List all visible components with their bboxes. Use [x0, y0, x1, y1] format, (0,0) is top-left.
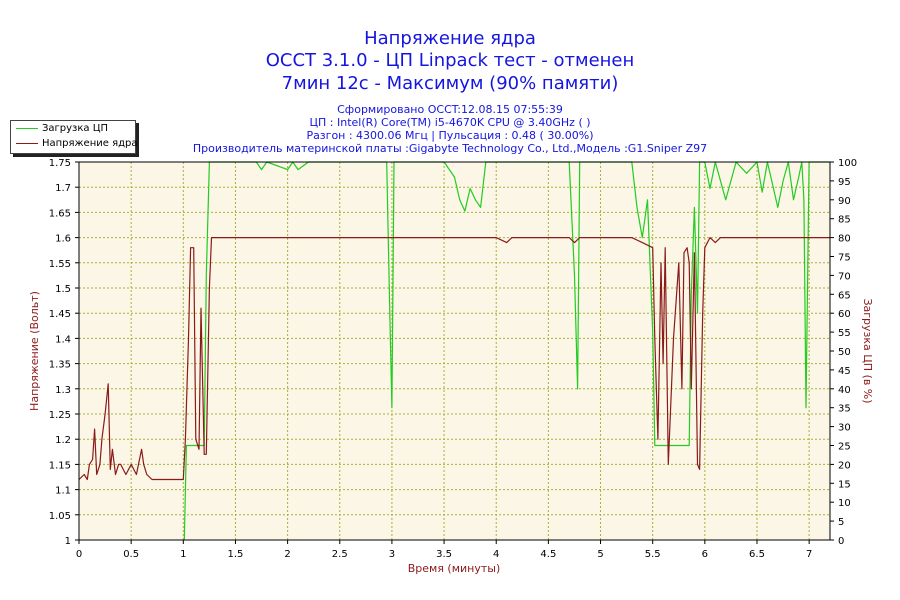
series-line-core-voltage: [78, 237, 830, 481]
y2-axis-label: Загрузка ЦП (в %): [861, 298, 874, 403]
y-tick-label: 1.25: [49, 410, 71, 421]
y-tick-label: 1.75: [49, 158, 71, 169]
y2-tick-label: 5: [838, 517, 844, 528]
y2-tick-label: 10: [838, 498, 851, 509]
y2-tick-label: 70: [838, 271, 851, 282]
info-cpu: ЦП : Intel(R) Core(TM) i5-4670K CPU @ 3.…: [309, 116, 591, 129]
y2-tick-label: 80: [838, 234, 851, 245]
x-tick-label: 5.5: [645, 549, 661, 560]
chart-title-line-3: 7мин 12с - Максимум (90% памяти): [281, 73, 619, 94]
info-generated: Сформировано OCCT:12.08.15 07:55:39: [337, 103, 563, 116]
y2-tick-label: 0: [838, 536, 844, 547]
y2-tick-label: 35: [838, 404, 851, 415]
x-tick-label: 6: [702, 549, 708, 560]
chart-title-line-1: Напряжение ядра: [364, 28, 536, 49]
y2-tick-label: 90: [838, 196, 851, 207]
y2-tick-label: 40: [838, 385, 851, 396]
x-tick-label: 4: [493, 549, 499, 560]
x-tick-label: 6.5: [749, 549, 765, 560]
x-tick-label: 0: [76, 549, 82, 560]
y2-tick-label: 45: [838, 366, 851, 377]
y-tick-label: 1.45: [49, 309, 71, 320]
y-tick-label: 1.2: [55, 435, 71, 446]
x-tick-label: 1.5: [228, 549, 244, 560]
y2-tick-label: 100: [838, 158, 857, 169]
y2-tick-label: 60: [838, 309, 851, 320]
chart-title-line-2: OCCT 3.1.0 - ЦП Linpack тест - отменен: [265, 50, 635, 71]
y2-tick-label: 85: [838, 215, 851, 226]
x-tick-label: 7: [806, 549, 812, 560]
y-tick-label: 1.7: [55, 183, 71, 194]
x-tick-label: 1: [180, 549, 186, 560]
y-axis-label: Напряжение (Вольт): [28, 291, 41, 411]
info-motherboard: Производитель материнской платы :Gigabyt…: [192, 142, 708, 155]
legend-label-cpu-load: Загрузка ЦП: [42, 123, 109, 134]
y2-tick-label: 65: [838, 290, 851, 301]
y2-tick-label: 25: [838, 442, 851, 453]
x-tick-label: 2: [284, 549, 290, 560]
legend-label-core-voltage: Напряжение ядра: [42, 138, 138, 149]
legend-item-core-voltage: Напряжение ядра: [11, 136, 138, 151]
y-tick-label: 1.3: [55, 385, 71, 396]
x-tick-label: 3.5: [436, 549, 452, 560]
y-tick-label: 1.65: [49, 208, 71, 219]
legend-swatch-core-voltage: [16, 143, 38, 144]
y2-tick-label: 30: [838, 423, 851, 434]
x-tick-label: 2.5: [332, 549, 348, 560]
y-tick-label: 1.55: [49, 259, 71, 270]
plot-frame: [78, 161, 831, 541]
x-tick-label: 5: [597, 549, 603, 560]
y2-tick-label: 15: [838, 479, 851, 490]
plot-area: [79, 162, 830, 540]
x-tick-label: 4.5: [540, 549, 556, 560]
y-tick-label: 1.4: [55, 334, 71, 345]
y-tick-label: 1.05: [49, 511, 71, 522]
y-tick-label: 1.1: [55, 486, 71, 497]
y2-tick-label: 75: [838, 253, 851, 264]
series-layer: [78, 161, 830, 541]
x-tick-label: 0.5: [123, 549, 139, 560]
y2-tick-label: 20: [838, 460, 851, 471]
y-tick-label: 1.5: [55, 284, 71, 295]
y2-tick-label: 55: [838, 328, 851, 339]
legend-swatch-cpu-load: [16, 128, 38, 129]
y-tick-label: 1: [65, 536, 71, 547]
legend: Загрузка ЦП Напряжение ядра: [10, 120, 138, 154]
y2-tick-label: 50: [838, 347, 851, 358]
axes: 0 0.5 1 1.5 2 2.5 3 3.5 4 4.5 5 5.5 6 6.5 7 1 1.05 1.1 1.1…: [49, 158, 857, 560]
y-tick-label: 1.15: [49, 460, 71, 471]
x-tick-label: 3: [389, 549, 395, 560]
y-tick-label: 1.6: [55, 234, 71, 245]
legend-item-cpu-load: Загрузка ЦП: [11, 121, 135, 136]
y2-tick-label: 95: [838, 177, 851, 188]
info-overclock: Разгон : 4300.06 Мгц | Пульсация : 0.48 …: [306, 129, 594, 142]
series-line-cpu-load: [183, 161, 830, 541]
x-axis-label: Время (минуты): [408, 562, 501, 575]
y-tick-label: 1.35: [49, 360, 71, 371]
